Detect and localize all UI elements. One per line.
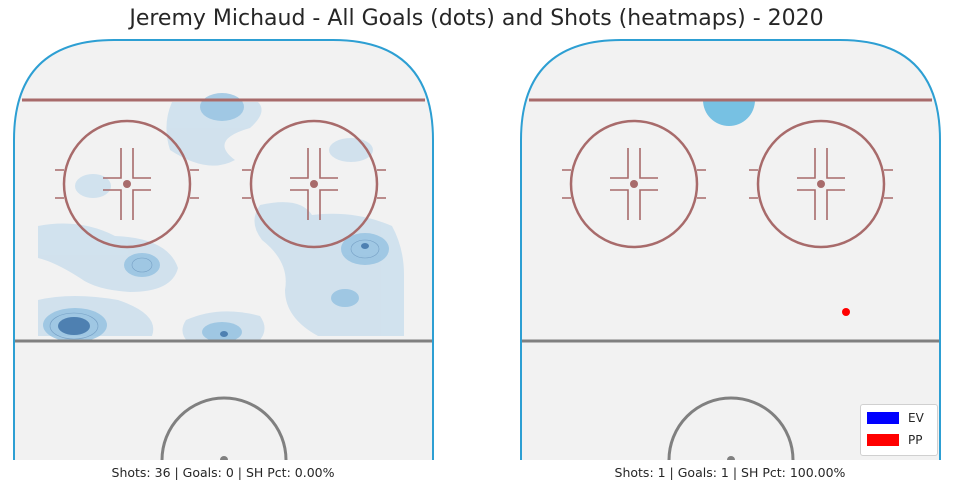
legend-entry-pp: PP [867, 433, 922, 447]
caption-left: Shots: 36 | Goals: 0 | SH Pct: 0.00% [111, 465, 335, 480]
caption-right: Shots: 1 | Goals: 1 | SH Pct: 100.00% [614, 465, 846, 480]
center-dot-right [727, 456, 735, 460]
boards-left [13, 39, 434, 460]
faceoff-hashes-right [562, 148, 893, 220]
faceoff-dot-right-b [817, 180, 825, 188]
legend-label-pp: PP [908, 433, 923, 447]
faceoff-hashes-left [55, 148, 386, 220]
faceoff-dot-right-a [630, 180, 638, 188]
center-dot-left [220, 456, 228, 460]
legend-label-ev: EV [908, 411, 924, 425]
center-circle-left [160, 396, 288, 461]
faceoff-circle-right-a [569, 119, 699, 249]
center-circle-right [667, 396, 795, 461]
rink-right [520, 39, 941, 461]
boards-right [520, 39, 941, 460]
faceoff-circle-right-b [756, 119, 886, 249]
faceoff-circle-left-a [62, 119, 192, 249]
legend-swatch-pp [867, 434, 899, 446]
rink-left [13, 39, 434, 461]
goal-heat-blob [703, 100, 755, 126]
ice-surface-left [14, 40, 433, 460]
heat-contours [49, 239, 380, 340]
goal-heatmap-right [703, 100, 755, 126]
goal-dot-pp [842, 308, 850, 316]
legend-swatch-ev [867, 412, 899, 424]
ice-surface-right [521, 40, 940, 460]
faceoff-dot-left-b [310, 180, 318, 188]
shot-heatmap-left [38, 93, 404, 342]
legend: EV PP [860, 404, 938, 456]
chart-title: Jeremy Michaud - All Goals (dots) and Sh… [129, 6, 824, 31]
faceoff-dot-left-a [123, 180, 131, 188]
faceoff-circle-left-b [249, 119, 379, 249]
heat-level-dark [58, 243, 369, 337]
legend-entry-ev: EV [867, 411, 924, 425]
